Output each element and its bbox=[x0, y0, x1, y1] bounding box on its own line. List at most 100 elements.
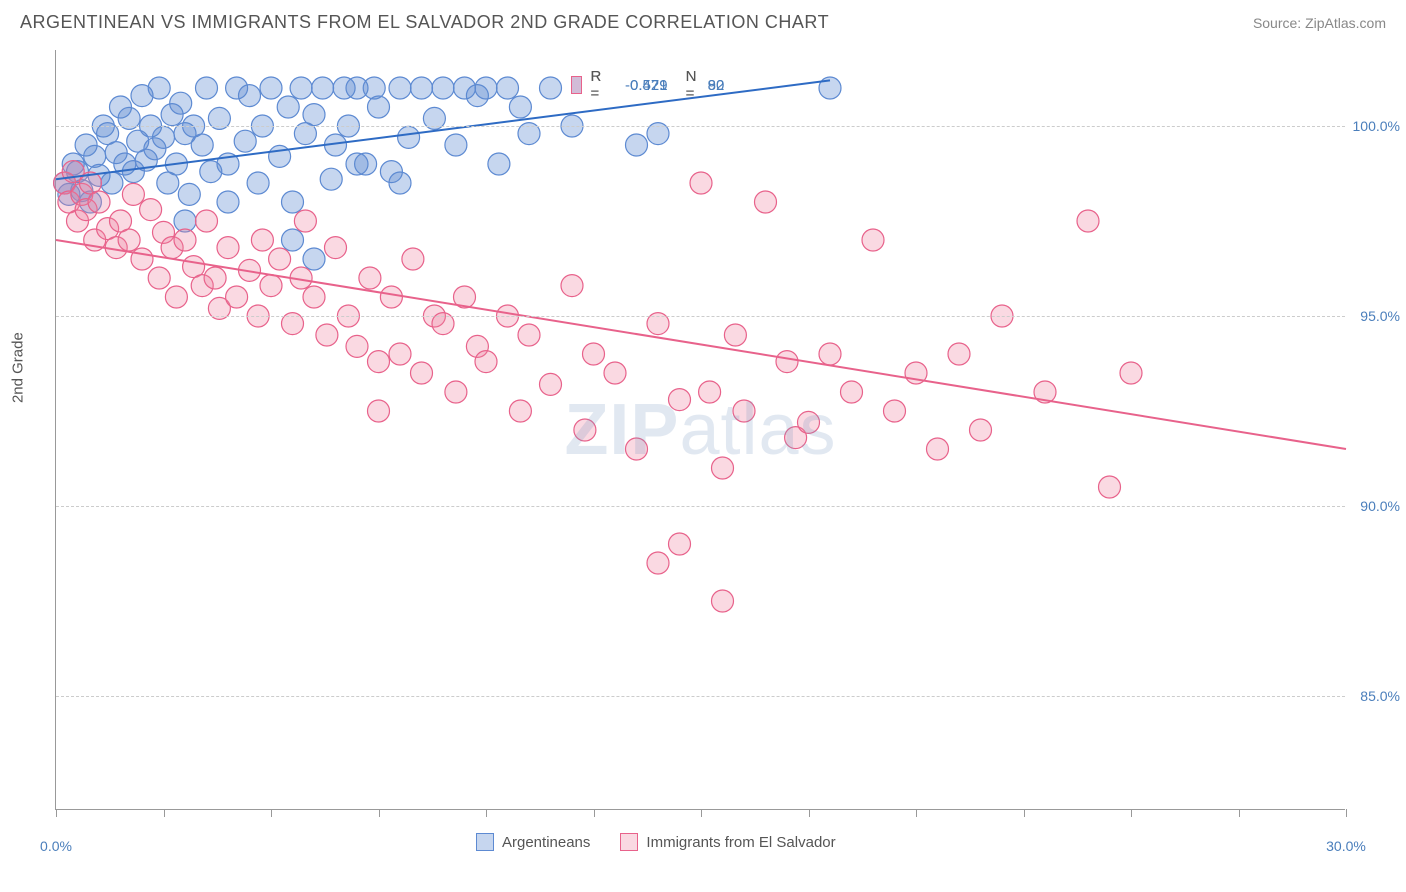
data-point bbox=[583, 343, 605, 365]
data-point bbox=[445, 134, 467, 156]
bottom-legend: Argentineans Immigrants from El Salvador bbox=[476, 833, 836, 851]
data-point bbox=[196, 77, 218, 99]
data-point bbox=[359, 267, 381, 289]
data-point bbox=[626, 134, 648, 156]
data-point bbox=[368, 400, 390, 422]
data-point bbox=[165, 286, 187, 308]
data-point bbox=[411, 362, 433, 384]
data-point bbox=[561, 275, 583, 297]
data-point bbox=[316, 324, 338, 346]
data-point bbox=[819, 77, 841, 99]
legend-label: Argentineans bbox=[502, 834, 590, 851]
data-point bbox=[247, 172, 269, 194]
data-point bbox=[432, 77, 454, 99]
data-point bbox=[239, 85, 261, 107]
data-point bbox=[712, 590, 734, 612]
data-point bbox=[282, 191, 304, 213]
data-point bbox=[475, 77, 497, 99]
data-point bbox=[282, 229, 304, 251]
x-tick bbox=[701, 809, 702, 817]
data-point bbox=[862, 229, 884, 251]
data-point bbox=[269, 248, 291, 270]
data-point bbox=[389, 343, 411, 365]
data-point bbox=[320, 168, 342, 190]
regression-line bbox=[56, 240, 1346, 449]
bottom-legend-item: Argentineans bbox=[476, 833, 590, 851]
data-point bbox=[948, 343, 970, 365]
data-point bbox=[776, 351, 798, 373]
data-point bbox=[669, 389, 691, 411]
legend-n-value: 90 bbox=[708, 77, 725, 94]
data-point bbox=[724, 324, 746, 346]
data-point bbox=[217, 191, 239, 213]
data-point bbox=[290, 77, 312, 99]
x-tick-label: 0.0% bbox=[40, 838, 72, 854]
data-point bbox=[226, 286, 248, 308]
data-point bbox=[699, 381, 721, 403]
data-point bbox=[411, 77, 433, 99]
data-point bbox=[148, 267, 170, 289]
data-point bbox=[1077, 210, 1099, 232]
legend-swatch bbox=[620, 833, 638, 851]
data-point bbox=[402, 248, 424, 270]
legend-r-label: R = bbox=[590, 68, 604, 102]
y-tick-label: 95.0% bbox=[1360, 308, 1400, 324]
x-tick bbox=[379, 809, 380, 817]
data-point bbox=[798, 411, 820, 433]
x-tick bbox=[1131, 809, 1132, 817]
data-point bbox=[540, 77, 562, 99]
data-point bbox=[712, 457, 734, 479]
data-point bbox=[204, 267, 226, 289]
data-point bbox=[174, 229, 196, 251]
data-point bbox=[733, 400, 755, 422]
x-tick bbox=[916, 809, 917, 817]
y-tick-label: 90.0% bbox=[1360, 498, 1400, 514]
gridline bbox=[56, 316, 1345, 317]
gridline bbox=[56, 696, 1345, 697]
data-point bbox=[234, 130, 256, 152]
x-tick bbox=[164, 809, 165, 817]
x-tick bbox=[1346, 809, 1347, 817]
data-point bbox=[148, 77, 170, 99]
legend-stat-row: R =-0.529N =90 bbox=[571, 68, 724, 102]
data-point bbox=[518, 324, 540, 346]
data-point bbox=[540, 373, 562, 395]
data-point bbox=[509, 400, 531, 422]
y-tick-label: 100.0% bbox=[1353, 118, 1400, 134]
data-point bbox=[363, 77, 385, 99]
data-point bbox=[368, 351, 390, 373]
legend-swatch bbox=[476, 833, 494, 851]
data-point bbox=[153, 126, 175, 148]
bottom-legend-item: Immigrants from El Salvador bbox=[620, 833, 835, 851]
data-point bbox=[101, 172, 123, 194]
data-point bbox=[118, 229, 140, 251]
data-point bbox=[647, 552, 669, 574]
y-axis-label: 2nd Grade bbox=[10, 332, 27, 403]
data-point bbox=[260, 77, 282, 99]
gridline bbox=[56, 506, 1345, 507]
data-point bbox=[260, 275, 282, 297]
data-point bbox=[574, 419, 596, 441]
x-tick bbox=[271, 809, 272, 817]
data-point bbox=[346, 335, 368, 357]
data-point bbox=[690, 172, 712, 194]
data-point bbox=[178, 183, 200, 205]
x-tick bbox=[486, 809, 487, 817]
data-point bbox=[488, 153, 510, 175]
data-point bbox=[346, 153, 368, 175]
data-point bbox=[1120, 362, 1142, 384]
data-point bbox=[325, 237, 347, 259]
source-attribution: Source: ZipAtlas.com bbox=[1253, 15, 1386, 31]
data-point bbox=[475, 351, 497, 373]
data-point bbox=[626, 438, 648, 460]
data-point bbox=[841, 381, 863, 403]
chart-header: ARGENTINEAN VS IMMIGRANTS FROM EL SALVAD… bbox=[0, 0, 1406, 41]
data-point bbox=[294, 210, 316, 232]
data-point bbox=[140, 199, 162, 221]
data-point bbox=[380, 286, 402, 308]
data-point bbox=[196, 210, 218, 232]
chart-title: ARGENTINEAN VS IMMIGRANTS FROM EL SALVAD… bbox=[20, 12, 829, 33]
x-tick bbox=[594, 809, 595, 817]
data-point bbox=[884, 400, 906, 422]
data-point bbox=[303, 286, 325, 308]
